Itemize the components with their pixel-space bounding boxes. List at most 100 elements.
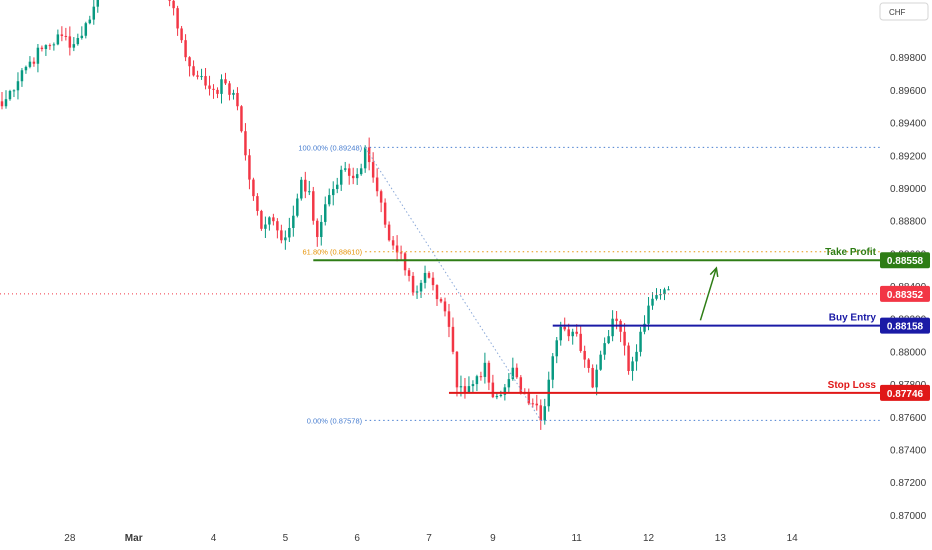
candle [599,350,602,371]
candle-body [591,367,594,388]
candle-body [531,403,535,405]
candle-body [351,175,355,179]
time-tick-label: 13 [715,533,727,544]
time-tick-label: 6 [354,533,360,544]
candle-body [248,155,251,180]
candle [224,72,227,86]
candle [651,292,654,310]
level-badge [880,317,930,334]
candle [471,380,475,393]
candle [212,84,215,99]
candle [359,163,363,176]
candlestick-series [0,0,670,430]
candle-body [300,179,303,199]
candle-body [328,195,331,205]
candle-body [252,179,255,197]
candle [607,329,610,345]
candle-body [503,387,507,395]
candle-body [631,361,634,372]
candle [4,90,8,109]
candle-body [80,35,84,39]
candle [467,376,471,394]
candle [563,317,566,332]
candle [415,285,419,299]
price-tick-label: 0.88800 [890,217,927,228]
candle-body [483,362,487,377]
candle-body [427,272,431,278]
candle-body [399,252,403,254]
candle [539,399,543,430]
current-price-badge-label: 0.88352 [887,290,924,301]
candle-body [236,92,239,107]
candle-body [383,202,387,225]
candle [88,15,92,25]
candle [399,245,403,260]
candle-body [667,289,670,291]
candle-body [216,89,219,94]
candle [196,70,199,80]
candle [308,180,311,196]
candle-body [535,403,539,406]
candle [204,67,207,90]
candle [403,251,407,276]
candle-body [168,0,171,1]
candle [407,267,411,282]
candle [0,91,4,110]
candle [427,271,431,279]
candle [631,356,634,381]
level-badge [880,384,930,401]
candle [443,297,447,317]
time-tick-label: 4 [211,533,217,544]
candle-body [471,384,475,387]
candle [292,205,295,237]
candle-body [4,99,8,107]
candle [567,323,570,342]
candle-body [459,386,463,388]
candle-body [288,227,291,238]
candle [475,374,479,392]
time-tick-label: 7 [426,533,432,544]
candle-body [455,351,459,388]
time-tick-label: 11 [571,533,582,544]
candle-body [647,305,650,324]
candle [64,27,68,41]
candle [44,44,48,56]
candle [447,303,451,338]
candle [535,394,539,411]
candle-body [316,220,319,237]
current-price-badge [880,285,930,302]
chart-annotations: 100.00% (0.89248) 61.80% (0.88610) 0.00% (… [0,143,880,425]
candle [252,177,255,201]
candle-body [499,394,503,396]
candle [332,181,335,206]
candle-body [375,177,379,192]
candle [232,89,235,100]
candle-body [543,406,546,421]
candle-body [443,301,447,312]
candle-body [603,343,606,355]
candle [583,345,586,368]
candle [387,221,391,242]
time-tick-label: 12 [643,533,655,544]
candle-body [479,376,483,378]
candle-body [20,70,24,82]
currency-label: CHF [889,8,906,17]
candle-body [359,168,363,175]
candle-body [563,326,566,330]
candle-body [419,282,423,292]
candle-body [292,215,295,228]
candle-body [256,196,259,211]
currency-box[interactable] [879,2,929,21]
candle [519,375,523,395]
candle-body [200,76,203,78]
candle-body [463,386,467,393]
candle-body [651,298,654,306]
candle-body [280,230,283,241]
candle [587,358,590,373]
candle [288,217,291,243]
candle-body [304,179,307,192]
candle [272,213,275,226]
candle [48,43,52,50]
candle [296,193,299,218]
